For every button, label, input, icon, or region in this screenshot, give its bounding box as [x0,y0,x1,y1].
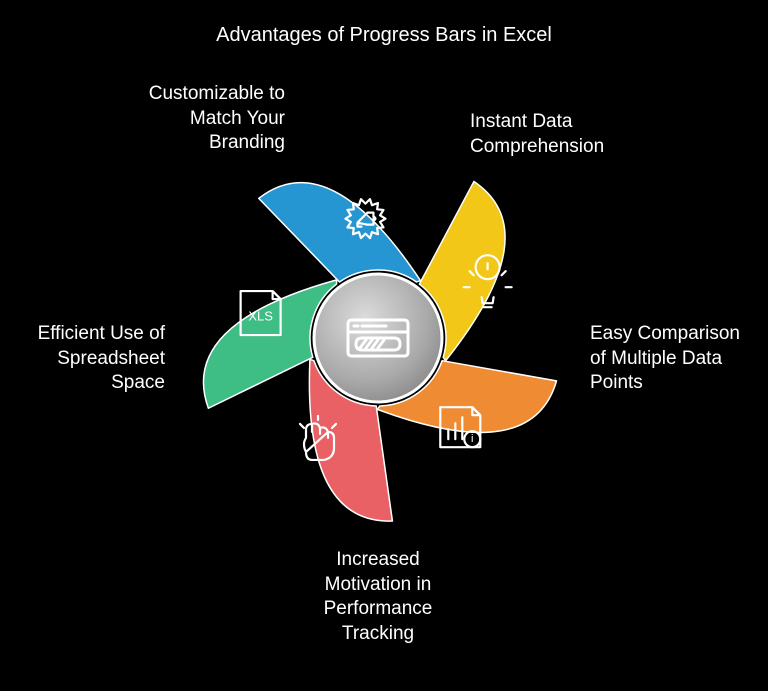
label-red: Increased Motivation in Performance Trac… [324,548,433,647]
label-orange: Easy Comparison of Multiple Data Points [590,322,740,396]
segment-blue [259,183,421,282]
infographic-stage: Advantages of Progress Bars in Excel iXL… [0,0,768,691]
svg-text:i: i [471,433,473,445]
label-blue: Customizable to Match Your Branding [149,82,285,156]
label-yellow: Instant Data Comprehension [470,110,604,159]
svg-text:XLS: XLS [248,308,273,323]
label-green: Efficient Use of Spreadsheet Space [38,322,165,396]
